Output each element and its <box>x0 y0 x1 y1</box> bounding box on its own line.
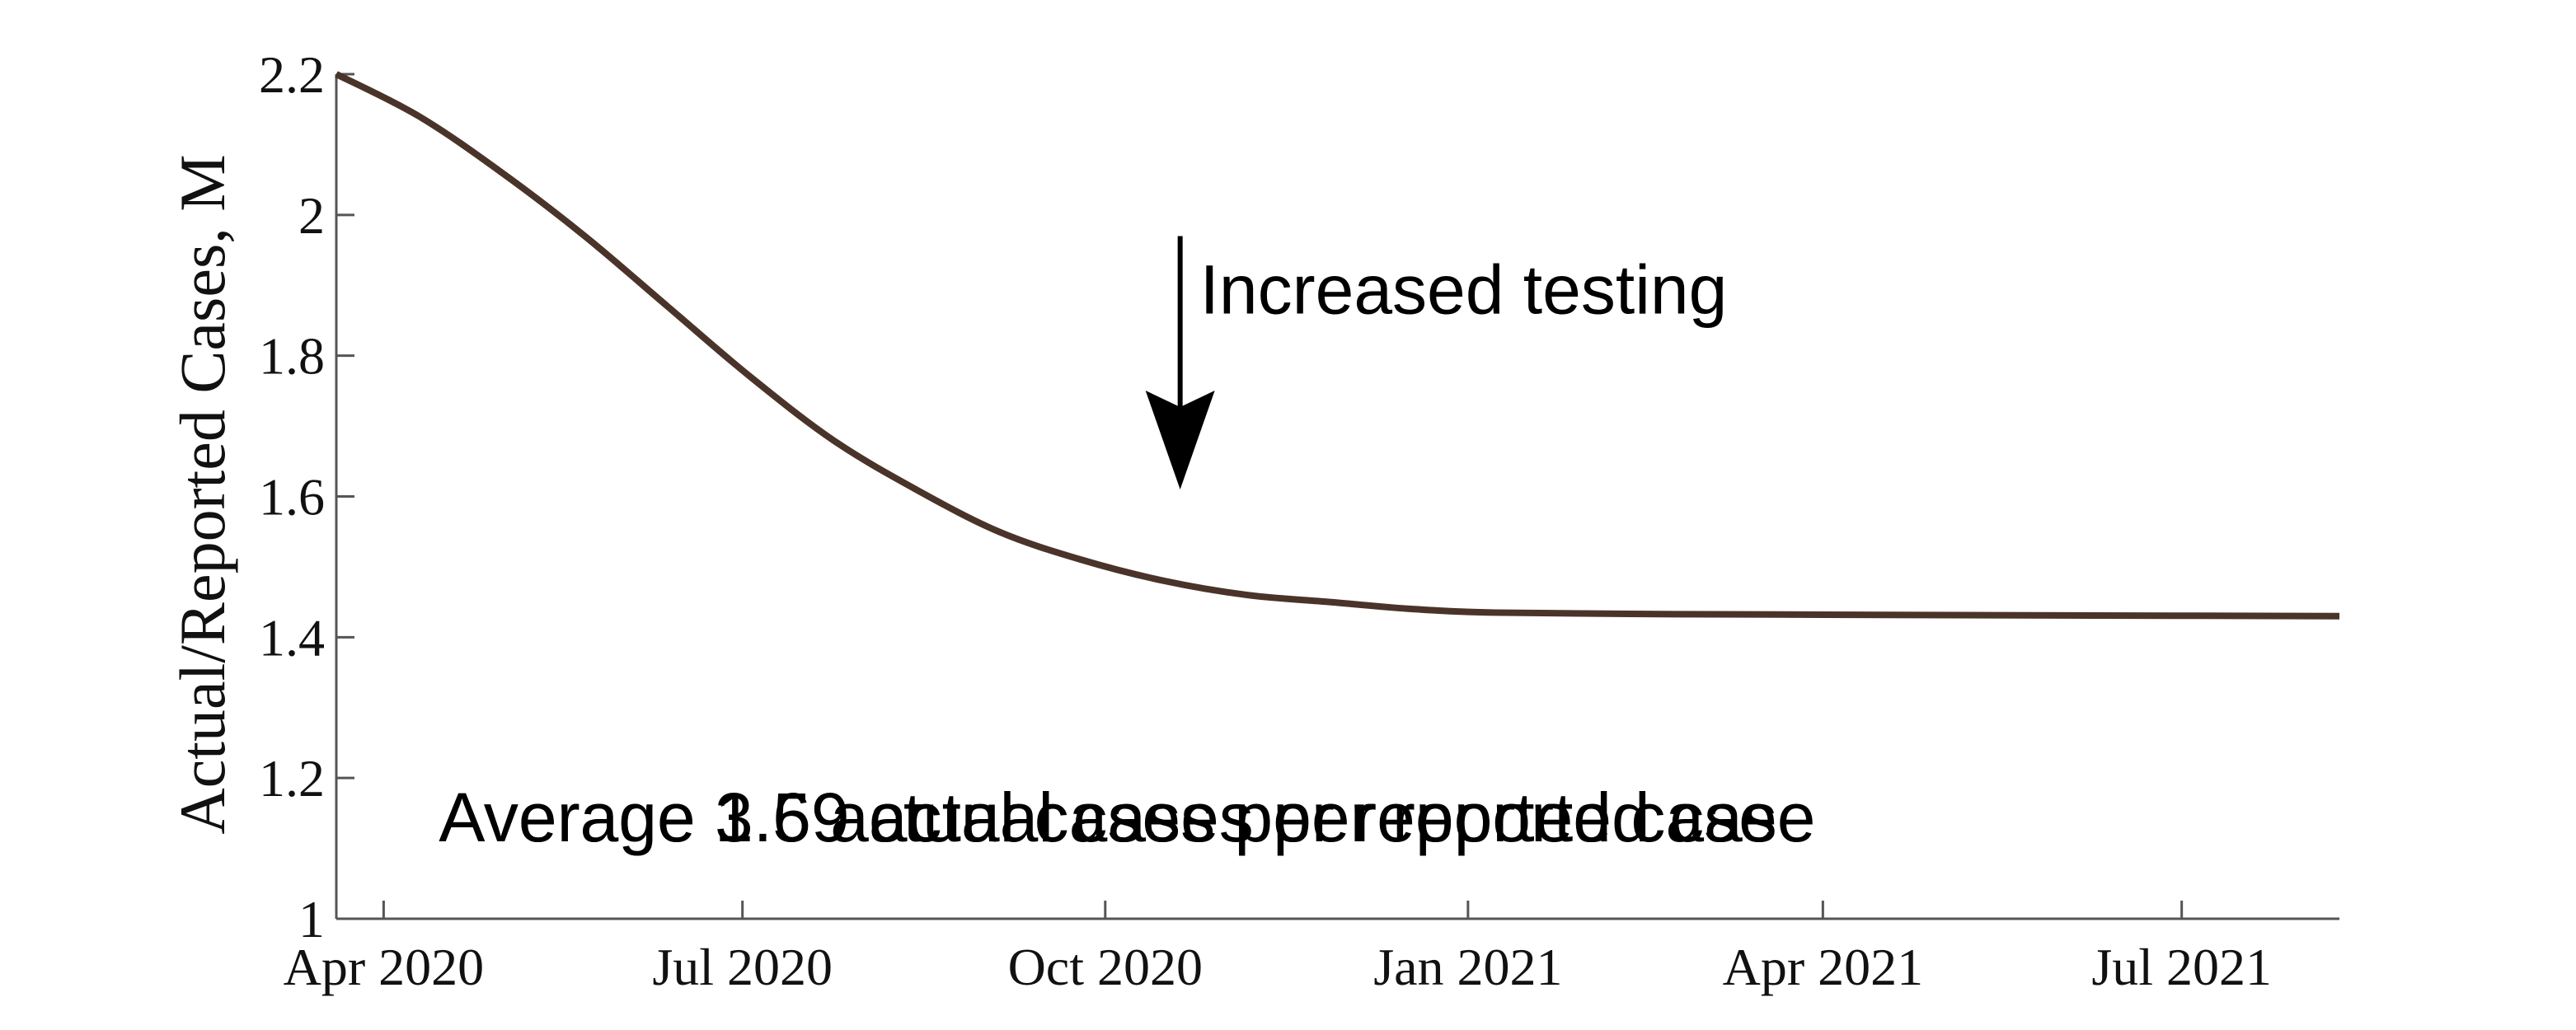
y-axis-label: Actual/Reported Cases, M <box>167 154 238 834</box>
y-tick-label: 1.2 <box>259 749 325 808</box>
increased-testing-annotation: Increased testing <box>1200 250 1728 328</box>
x-tick-label: Jul 2020 <box>652 938 833 996</box>
x-tick-label: Jan 2021 <box>1373 938 1562 996</box>
x-ticks: Apr 2020 Jul 2020 Oct 2020 Jan 2021 Apr 2021… <box>284 901 2272 996</box>
y-tick-label: 1.8 <box>259 327 325 386</box>
x-tick-label: Oct 2020 <box>1008 938 1203 996</box>
x-tick-label: Jul 2021 <box>2091 938 2272 996</box>
average-annotation-2: Average 3.6 actual cases per reported ca… <box>439 779 1776 856</box>
y-tick-label: 1 <box>298 890 325 948</box>
y-tick-label: 2 <box>298 186 325 245</box>
y-tick-label: 1.6 <box>259 468 325 527</box>
average-annotation-1: Average 1.59 actual cases per reported c… <box>439 779 1815 856</box>
down-arrow-icon <box>1145 236 1215 489</box>
y-ticks: 1 1.2 1.4 1.6 1.8 2 2.2 <box>259 45 354 948</box>
series-line <box>335 71 2340 620</box>
y-tick-label: 1.4 <box>259 608 325 667</box>
x-tick-label: Apr 2021 <box>1723 938 1924 996</box>
y-tick-label: 2.2 <box>259 45 325 104</box>
x-tick-label: Apr 2020 <box>284 938 485 996</box>
arrow-head <box>1145 390 1215 489</box>
